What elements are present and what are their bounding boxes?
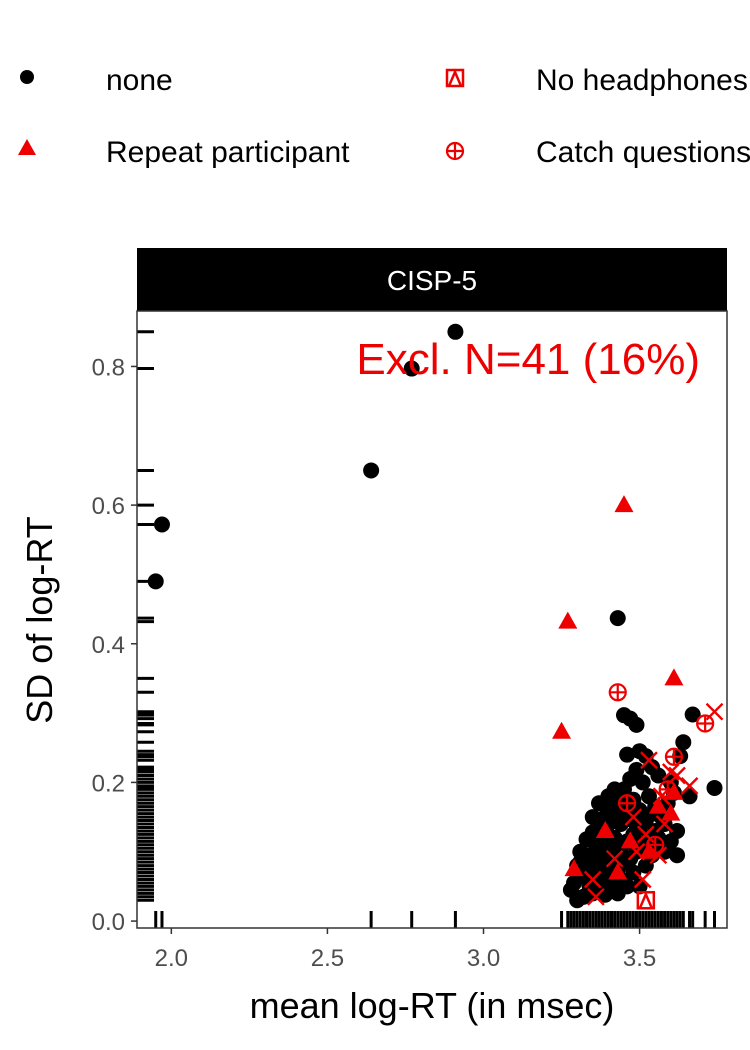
data-point-circle (625, 864, 642, 881)
data-point-circle (606, 809, 623, 826)
x-tick-label: 3.0 (467, 945, 500, 972)
facet-strip: CISP-5 (137, 248, 727, 311)
facet-strip-label: CISP-5 (387, 265, 477, 296)
x-axis: 2.0 2.5 3.0 3.5 (155, 928, 656, 972)
data-point-circle (625, 812, 642, 829)
legend-label-none: none (106, 64, 173, 97)
data-points (147, 323, 724, 910)
legend-key-plus-inner (447, 143, 463, 159)
data-point-cross (633, 870, 652, 889)
data-point-circle (153, 516, 170, 533)
legend-key-circle-icon (20, 70, 34, 84)
data-point-cross (705, 702, 724, 721)
data-point-circle (631, 878, 648, 895)
data-point-cross (583, 870, 602, 889)
data-point-circleplus (696, 714, 715, 733)
x-tick-label: 3.5 (623, 945, 656, 972)
rug-left (137, 330, 154, 902)
data-point-cross (668, 766, 686, 785)
legend: none No headphones Repeat participant Ca… (18, 64, 750, 169)
legend-item-no-headphones: No headphones (445, 64, 748, 97)
data-point-triangle (639, 841, 659, 859)
data-point-circle (669, 847, 686, 864)
data-point-triangle (664, 668, 684, 686)
data-point-cross (636, 825, 655, 844)
data-point-circle (684, 706, 701, 723)
legend-label-catch-questions: Catch questions (536, 136, 750, 169)
data-point-triangle (608, 862, 628, 880)
y-tick-label: 0.2 (92, 770, 125, 797)
data-point-circleplus (618, 794, 637, 813)
data-point-cross (640, 751, 658, 770)
exclusion-annotation: Excl. N=41 (16%) (356, 335, 700, 384)
facet-strip-background (137, 248, 727, 311)
plot-panel-border (136, 310, 728, 929)
data-point-circle (609, 610, 626, 627)
data-point-circle (609, 885, 626, 902)
x-axis-title: mean log-RT (in msec) (250, 985, 615, 1026)
legend-key-box-diamond-inner (447, 68, 463, 87)
y-tick-label: 0.0 (92, 909, 125, 936)
data-point-cross (587, 887, 605, 906)
data-point-circleplus (664, 747, 684, 766)
y-axis: 0.0 0.2 0.4 0.6 0.8 (92, 354, 137, 936)
data-point-circle (363, 462, 380, 479)
data-point-circle (634, 774, 651, 791)
data-point-circle (584, 809, 601, 826)
data-point-triangle (564, 859, 584, 877)
data-point-triangle (620, 831, 640, 849)
data-point-cross (605, 849, 624, 868)
legend-key-triangle-icon (18, 139, 36, 155)
data-point-circle (647, 822, 664, 839)
data-point-circle (619, 746, 636, 763)
data-point-circle (606, 781, 623, 798)
data-point-triangle (661, 803, 681, 821)
data-point-circle (591, 795, 608, 812)
data-point-circle (706, 779, 723, 796)
legend-label-repeat-participant: Repeat participant (106, 136, 350, 169)
data-point-cross (680, 777, 699, 795)
legend-label-no-headphones: No headphones (536, 64, 748, 97)
y-tick-label: 0.6 (92, 493, 125, 520)
data-point-triangle (552, 721, 572, 739)
data-point-circle (675, 734, 692, 751)
x-tick-label: 2.5 (311, 945, 344, 972)
y-tick-label: 0.8 (92, 354, 125, 381)
x-tick-label: 2.0 (155, 945, 188, 972)
y-tick-label: 0.4 (92, 632, 125, 659)
data-point-circle (587, 836, 604, 853)
legend-item-none: none (20, 64, 173, 97)
data-point-boxdiamond (636, 891, 656, 910)
data-point-cross (624, 808, 643, 826)
data-point-circle (147, 573, 164, 590)
data-point-circle (403, 360, 420, 377)
data-point-triangle (595, 820, 615, 838)
data-point-triangle (664, 782, 684, 800)
data-point-circle (640, 788, 657, 805)
data-point-circle (594, 857, 611, 874)
data-point-circle (681, 788, 698, 805)
data-point-circle (628, 716, 645, 733)
data-point-circle (447, 323, 464, 340)
data-point-triangle (558, 611, 578, 629)
data-point-triangle (614, 495, 634, 513)
legend-item-catch-questions: Catch questions (445, 136, 750, 169)
y-axis-title: SD of log-RT (19, 516, 60, 723)
legend-item-repeat-participant: Repeat participant (18, 136, 350, 169)
data-point-circleplus (608, 683, 627, 702)
rug-bottom (154, 911, 717, 928)
data-point-triangle (648, 796, 668, 814)
